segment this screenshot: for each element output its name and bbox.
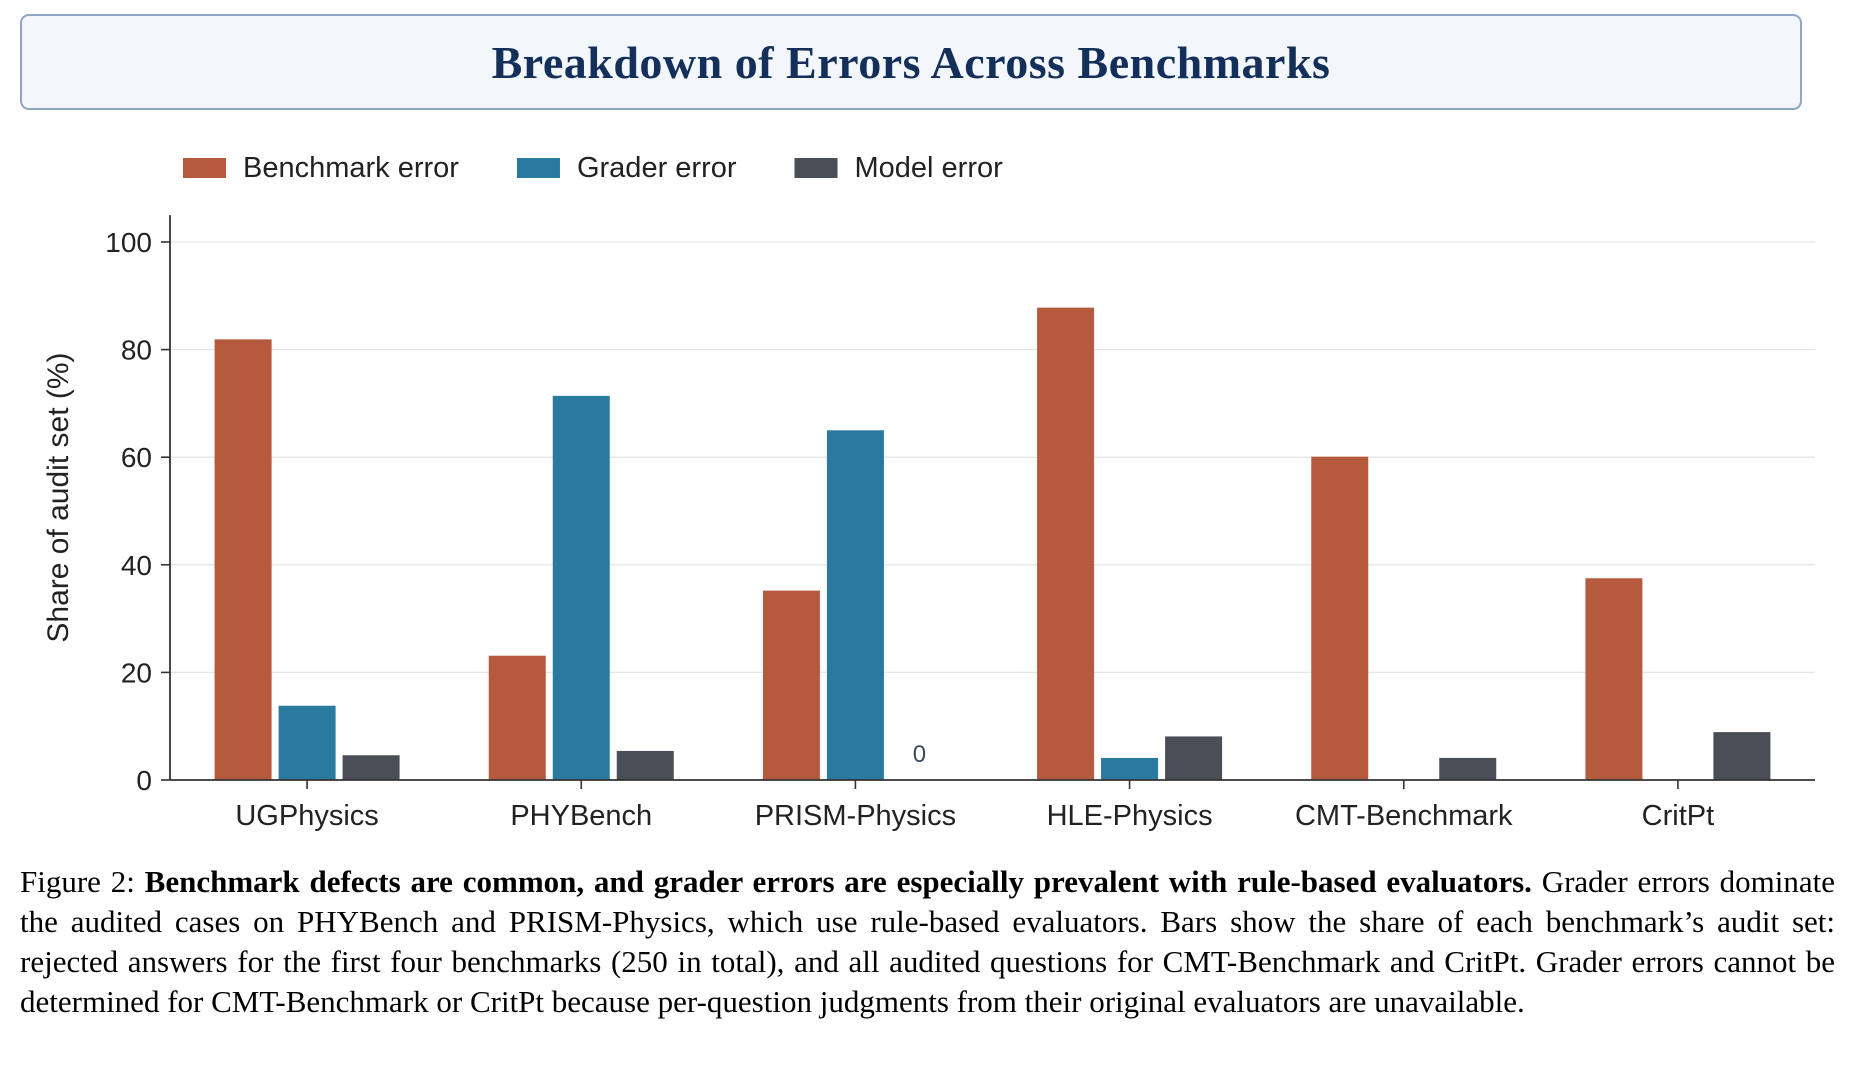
bar-benchmark-error [1311,456,1369,780]
bar-grader-error [826,430,884,780]
bar-model-error [342,755,400,780]
y-tick-label: 80 [121,335,152,366]
data-label: 0 [913,741,926,768]
x-tick-label: HLE-Physics [1047,800,1213,832]
bar-model-error [1439,757,1497,780]
bar-benchmark-error [1585,578,1643,780]
figure-caption: Figure 2: Benchmark defects are common, … [20,862,1835,1022]
y-tick-label: 40 [121,550,152,581]
legend-label: Grader error [577,152,737,184]
y-tick-label: 60 [121,442,152,473]
bar-model-error [616,750,674,780]
caption-text: Grader errors dominate the audited cases… [20,864,1836,1019]
bar-grader-error [552,395,610,780]
bar-chart: 0 20 40 60 80 100 Share of audit set (%) UGPhys… [42,152,1815,832]
x-tick-label: CMT-Benchmark [1295,800,1513,832]
bar-benchmark-error [214,339,272,780]
chart-title: Breakdown of Errors Across Benchmarks [491,36,1331,88]
y-tick-label: 20 [121,657,152,688]
bar-model-error [1713,732,1771,780]
bar-model-error [1165,736,1223,780]
chart-title-box: Breakdown of Errors Across Benchmarks [20,14,1802,110]
caption-prefix: Figure 2: [20,864,145,899]
y-axis-label: Share of audit set (%) [42,352,75,642]
bar-benchmark-error [488,655,546,780]
legend-swatch [794,158,838,178]
legend-swatch [183,158,226,178]
legend-label: Benchmark error [243,152,459,184]
x-tick-label: UGPhysics [235,800,378,832]
bar-benchmark-error [1037,307,1095,780]
x-tick-label: PHYBench [510,800,652,832]
caption-bold: Benchmark defects are common, and grader… [144,864,1532,899]
bar-grader-error [1101,757,1159,780]
y-tick-label: 100 [105,227,152,258]
x-tick-label: PRISM-Physics [755,800,956,832]
y-tick-label: 0 [136,765,152,796]
legend-swatch [516,158,560,178]
bar-benchmark-error [762,590,820,780]
x-tick-label: CritPt [1642,800,1715,832]
legend-label: Model error [855,152,1004,184]
bar-grader-error [278,705,336,780]
